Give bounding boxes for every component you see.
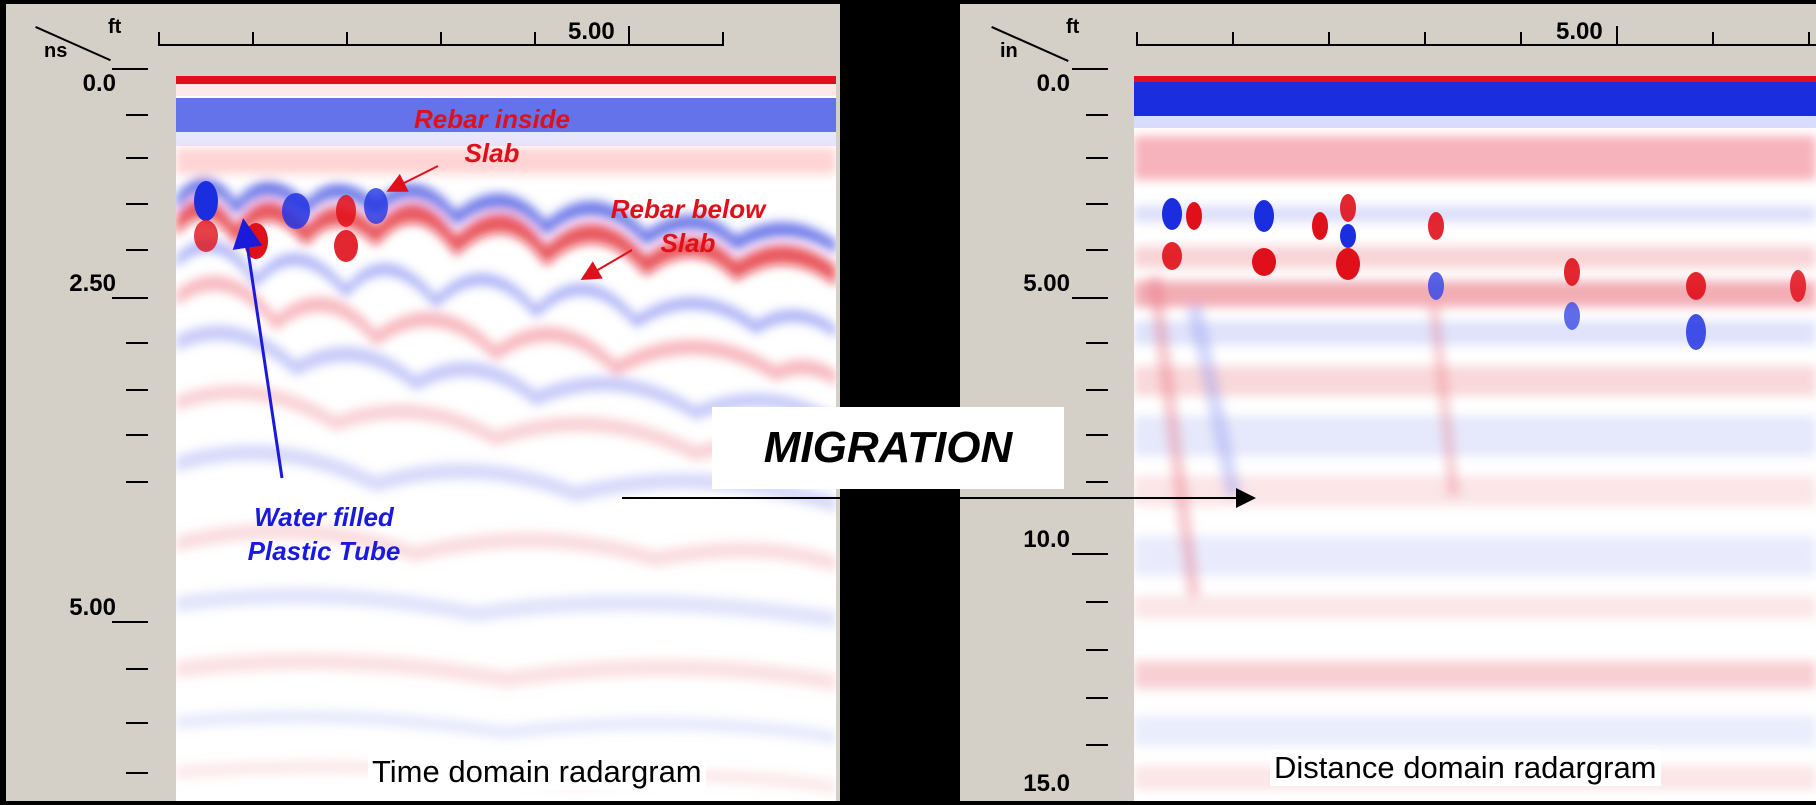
top-tick [1712, 32, 1714, 44]
vertical-label: 10.0 [1023, 526, 1070, 553]
vertical-tick [1086, 342, 1108, 344]
top-ruler [1136, 44, 1816, 46]
vertical-tick [112, 297, 148, 299]
top-axis-unit: ft [1066, 16, 1080, 38]
annotation-rebar-below: Rebar below Slab [598, 192, 778, 260]
annotation-line: Slab [464, 138, 520, 168]
top-tick [1136, 32, 1138, 44]
vertical-tick [1086, 203, 1108, 205]
top-tick [1520, 32, 1522, 44]
vertical-tick [1086, 389, 1108, 391]
time-domain-panel: ft ns 5.00 0.0 2.50 5.00 [6, 4, 840, 801]
vertical-tick [1086, 649, 1108, 651]
vertical-axis-unit: ns [44, 40, 68, 62]
top-tick [346, 32, 348, 44]
top-tick [158, 32, 160, 44]
vertical-tick [126, 342, 148, 344]
vertical-tick [126, 481, 148, 483]
top-tick [1232, 32, 1234, 44]
top-tick [722, 32, 724, 44]
vertical-tick [1086, 157, 1108, 159]
annotation-line: Rebar below [610, 194, 766, 224]
vertical-tick [126, 203, 148, 205]
vertical-tick [126, 114, 148, 116]
vertical-tick [126, 249, 148, 251]
distance-domain-panel: ft in 5.00 0.0 5.00 10.0 15.0 [960, 4, 1816, 801]
top-tick [628, 26, 630, 44]
vertical-tick [112, 68, 148, 70]
top-tick [1808, 32, 1810, 44]
vertical-tick [1072, 68, 1108, 70]
vertical-tick [126, 389, 148, 391]
vertical-label: 0.0 [82, 70, 116, 97]
vertical-tick [1086, 114, 1108, 116]
time-domain-radargram [176, 76, 836, 801]
vertical-tick [112, 621, 148, 623]
vertical-tick [126, 668, 148, 670]
vertical-tick [126, 722, 148, 724]
vertical-tick [1086, 744, 1108, 746]
vertical-tick [1086, 601, 1108, 603]
vertical-tick [126, 772, 148, 774]
vertical-tick [1072, 553, 1108, 555]
vertical-tick [1086, 481, 1108, 483]
vertical-tick [126, 157, 148, 159]
top-tick [534, 32, 536, 44]
rebar-below-arrow [580, 249, 633, 281]
vertical-axis-unit: in [1000, 40, 1018, 62]
top-ruler [158, 44, 724, 46]
time-domain-caption: Time domain radargram [368, 754, 706, 790]
vertical-tick [1086, 434, 1108, 436]
distance-domain-caption: Distance domain radargram [1270, 750, 1661, 786]
vertical-tick [126, 434, 148, 436]
vertical-tick [1072, 297, 1108, 299]
top-axis-unit: ft [108, 16, 122, 38]
water-tube-arrow [232, 218, 284, 479]
top-tick [1328, 32, 1330, 44]
top-tick [1616, 26, 1618, 44]
annotation-rebar-inside: Rebar inside Slab [402, 102, 582, 170]
annotation-line: Slab [660, 228, 716, 258]
migration-label-box: MIGRATION [712, 407, 1064, 489]
annotation-line: Rebar inside [413, 104, 571, 134]
annotation-line: Water filled [254, 502, 394, 532]
vertical-label: 5.00 [69, 594, 116, 621]
top-tick [440, 32, 442, 44]
vertical-label: 5.00 [1023, 270, 1070, 297]
top-tick [252, 32, 254, 44]
annotation-water-tube: Water filled Plastic Tube [224, 500, 424, 568]
center-gap [840, 0, 960, 805]
radargram-image [1134, 76, 1816, 790]
radargram-image [176, 76, 836, 794]
vertical-label: 2.50 [69, 270, 116, 297]
vertical-label: 0.0 [1036, 70, 1070, 97]
top-tick [1424, 32, 1426, 44]
migration-label: MIGRATION [763, 423, 1013, 472]
distance-domain-radargram [1134, 76, 1816, 801]
vertical-label: 15.0 [1023, 770, 1070, 797]
vertical-tick [1086, 697, 1108, 699]
top-axis-label: 5.00 [1556, 18, 1603, 45]
rebar-inside-arrow [386, 165, 439, 192]
top-axis-label: 5.00 [568, 18, 615, 45]
vertical-tick [1086, 249, 1108, 251]
annotation-line: Plastic Tube [247, 536, 401, 566]
